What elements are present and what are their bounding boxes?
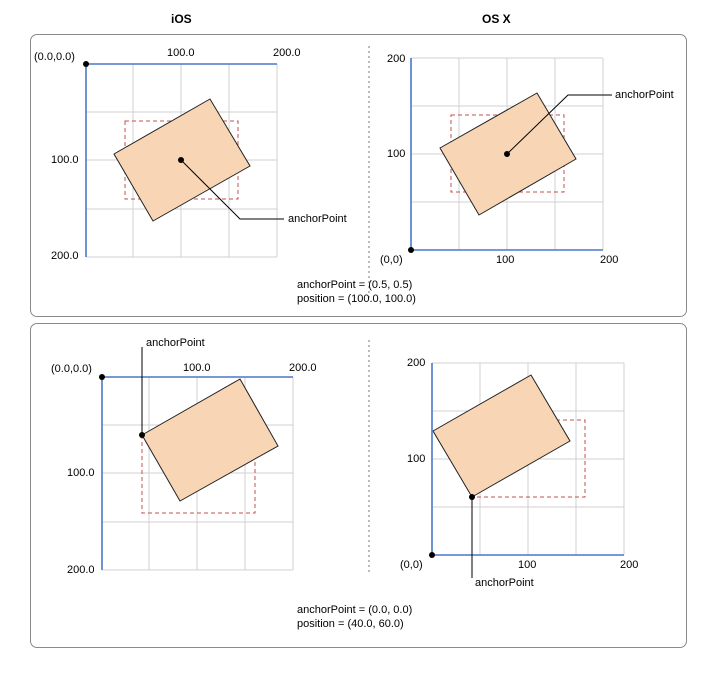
panel1-ios-anchor-label: anchorPoint [288,213,347,225]
panel1-ios-x-max-label: 200.0 [273,47,301,59]
panel2-osx-anchor-label: anchorPoint [475,577,534,589]
panel1-ios-y-max-label: 200.0 [51,250,79,262]
panel2-ios-anchor-label: anchorPoint [146,337,205,349]
panel2-ios-origin-dot [99,374,105,380]
panel1-ios-origin-label: (0.0,0.0) [34,51,75,63]
panel1-osx-x-max-label: 200 [600,254,619,266]
panel2-ios-x-mid-label: 100.0 [183,362,211,374]
panel1-osx-y-max-label: 200 [387,53,406,65]
panel2-caption-position: position = (40.0, 60.0) [297,618,404,630]
panel2-osx-y-max-label: 200 [407,357,426,369]
panel1-ios-plot [83,61,284,258]
panel1-ios-anchor-leader [180,159,284,220]
panel1-caption-anchor: anchorPoint = (0.5, 0.5) [297,279,413,291]
panel1-osx-origin-dot [408,247,414,253]
panel2-osx-plot [429,362,625,578]
panel1-ios-y-mid-label: 100.0 [51,154,79,166]
panel2-osx-y-mid-label: 100 [407,453,426,465]
panel1-osx-plot [408,57,612,253]
panel1-ios-origin-dot [83,61,89,67]
panel1-osx-anchor-label: anchorPoint [615,89,674,101]
panel2-caption-anchor: anchorPoint = (0.0, 0.0) [297,604,413,616]
panel1-ios-x-mid-label: 100.0 [167,47,195,59]
panel2-osx-x-max-label: 200 [620,559,639,571]
panel1-osx-anchor-leader [506,94,612,155]
panel2-ios-y-mid-label: 100.0 [67,467,95,479]
ios-column-title: iOS [171,12,192,26]
panel2-osx-layer [432,374,571,498]
panel2-ios-origin-label: (0.0,0.0) [51,363,92,375]
panel2-ios-y-max-label: 200.0 [67,564,95,576]
panel2-osx-x-mid-label: 100 [518,559,537,571]
panel2-osx-origin-dot [429,552,435,558]
panel2-ios-plot [99,347,294,571]
panel2-osx-origin-label: (0,0) [400,559,423,571]
panel2-ios-x-max-label: 200.0 [289,362,317,374]
panel1-osx-x-mid-label: 100 [496,254,515,266]
panel1-osx-y-mid-label: 100 [387,148,406,160]
panel1-caption-position: position = (100.0, 100.0) [297,293,416,305]
osx-column-title: OS X [482,12,511,26]
panel1-osx-origin-label: (0,0) [380,254,403,266]
panel2-ios-layer [141,378,279,502]
